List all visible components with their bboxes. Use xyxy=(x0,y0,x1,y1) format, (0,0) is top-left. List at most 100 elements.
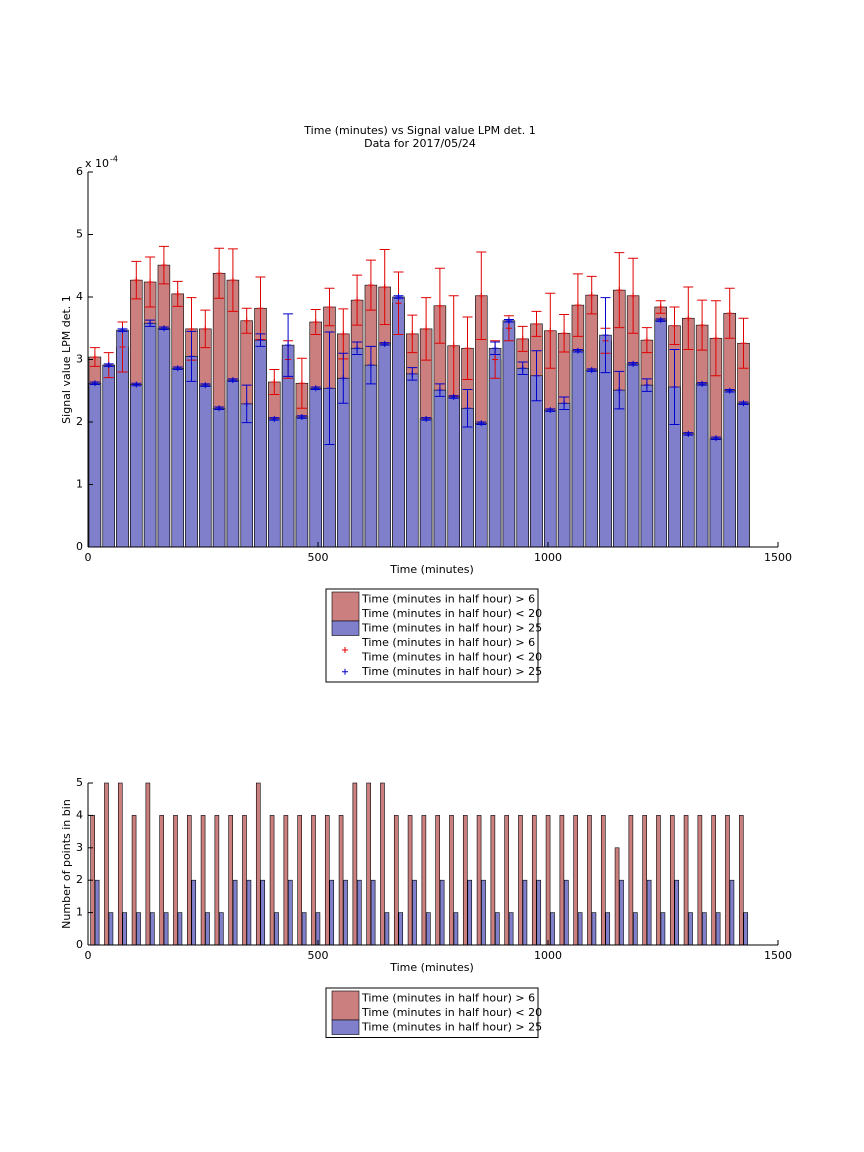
bar xyxy=(228,815,233,946)
bar xyxy=(738,815,744,946)
bar xyxy=(393,815,399,946)
error-bar xyxy=(724,387,735,394)
bar xyxy=(254,339,267,548)
error-bar xyxy=(517,325,528,352)
bar xyxy=(364,364,378,548)
error-bar xyxy=(545,407,556,414)
error-bar xyxy=(434,383,445,397)
bar xyxy=(309,387,322,548)
error-bar xyxy=(710,300,721,377)
error-bar xyxy=(255,333,266,347)
error-bar xyxy=(283,313,294,377)
bar xyxy=(447,396,460,548)
bar xyxy=(240,403,253,548)
error-bar xyxy=(421,415,432,422)
bar xyxy=(435,815,440,946)
error-bar xyxy=(214,405,225,412)
bar xyxy=(646,879,652,946)
error-bar xyxy=(669,306,680,345)
bar xyxy=(378,343,391,548)
bar xyxy=(186,815,192,946)
error-bar xyxy=(145,319,156,327)
bar xyxy=(143,322,157,548)
y-axis-label: Number of points in bin xyxy=(60,799,73,929)
bar xyxy=(338,815,344,946)
bar xyxy=(242,815,247,946)
error-bar xyxy=(669,349,680,425)
error-bar xyxy=(379,340,390,347)
bar xyxy=(628,815,634,946)
bar xyxy=(476,815,482,946)
bar xyxy=(329,879,335,946)
bar xyxy=(163,912,169,946)
legend-swatch xyxy=(331,591,360,622)
bar xyxy=(88,382,102,548)
bar xyxy=(274,912,279,946)
bar xyxy=(545,815,551,946)
y-tick-label: 0 xyxy=(76,540,83,553)
bar xyxy=(122,912,128,946)
error-bar xyxy=(241,384,252,424)
bar xyxy=(357,879,362,946)
bar xyxy=(518,815,523,946)
error-bar xyxy=(476,420,487,427)
x-tick-label: 500 xyxy=(308,551,329,564)
bar xyxy=(481,879,486,946)
error-bar xyxy=(89,347,100,367)
x-tick-label: 1000 xyxy=(534,949,562,962)
bar xyxy=(654,319,667,548)
bar xyxy=(260,879,266,946)
bar xyxy=(366,782,371,946)
bar xyxy=(557,402,571,548)
error-bar xyxy=(600,297,611,374)
error-bar xyxy=(200,382,211,389)
bar xyxy=(283,815,289,946)
x-tick-label: 1500 xyxy=(764,949,792,962)
bar xyxy=(246,879,252,946)
bar xyxy=(613,389,626,548)
bar xyxy=(94,879,100,946)
error-bar xyxy=(131,260,142,300)
error-bar xyxy=(545,292,556,369)
error-bar xyxy=(462,316,473,380)
bar xyxy=(297,815,302,946)
bar xyxy=(343,879,348,946)
error-bar xyxy=(296,357,307,409)
bar xyxy=(697,815,703,946)
bar xyxy=(619,879,624,946)
bar xyxy=(462,815,468,946)
bar xyxy=(559,815,565,946)
error-bar xyxy=(531,310,542,337)
x-tick-label: 500 xyxy=(308,949,329,962)
error-bar xyxy=(365,259,376,311)
bar xyxy=(370,879,376,946)
y-tick-label: 3 xyxy=(76,841,83,854)
legend-label: Time (minutes in half hour) > 6 Time (min… xyxy=(361,991,542,1019)
bar xyxy=(157,327,171,548)
error-bar xyxy=(186,330,197,382)
y-tick-label: 2 xyxy=(76,873,83,886)
bar xyxy=(640,384,654,548)
bar xyxy=(177,912,183,946)
y-tick-label: 3 xyxy=(76,353,83,366)
bar xyxy=(682,433,695,548)
y-axis-label: Signal value LPM det. 1 xyxy=(60,295,73,424)
bar xyxy=(191,879,197,946)
bar xyxy=(131,815,137,946)
bar xyxy=(642,815,647,946)
bar xyxy=(159,815,164,946)
error-bar xyxy=(572,347,583,354)
legend-label: Time (minutes in half hour) > 25 xyxy=(361,621,542,634)
bar xyxy=(200,815,206,946)
error-bar xyxy=(310,385,321,392)
error-bar xyxy=(89,380,100,387)
bar xyxy=(600,815,606,946)
error-bar xyxy=(407,314,418,354)
y-tick-label: 5 xyxy=(76,776,83,789)
bar xyxy=(504,815,509,946)
bar xyxy=(737,402,750,548)
legend-label: Time (minutes in half hour) > 6 Time (min… xyxy=(361,592,542,620)
bar xyxy=(495,912,500,946)
error-bar xyxy=(393,294,404,300)
error-bar xyxy=(269,369,280,395)
